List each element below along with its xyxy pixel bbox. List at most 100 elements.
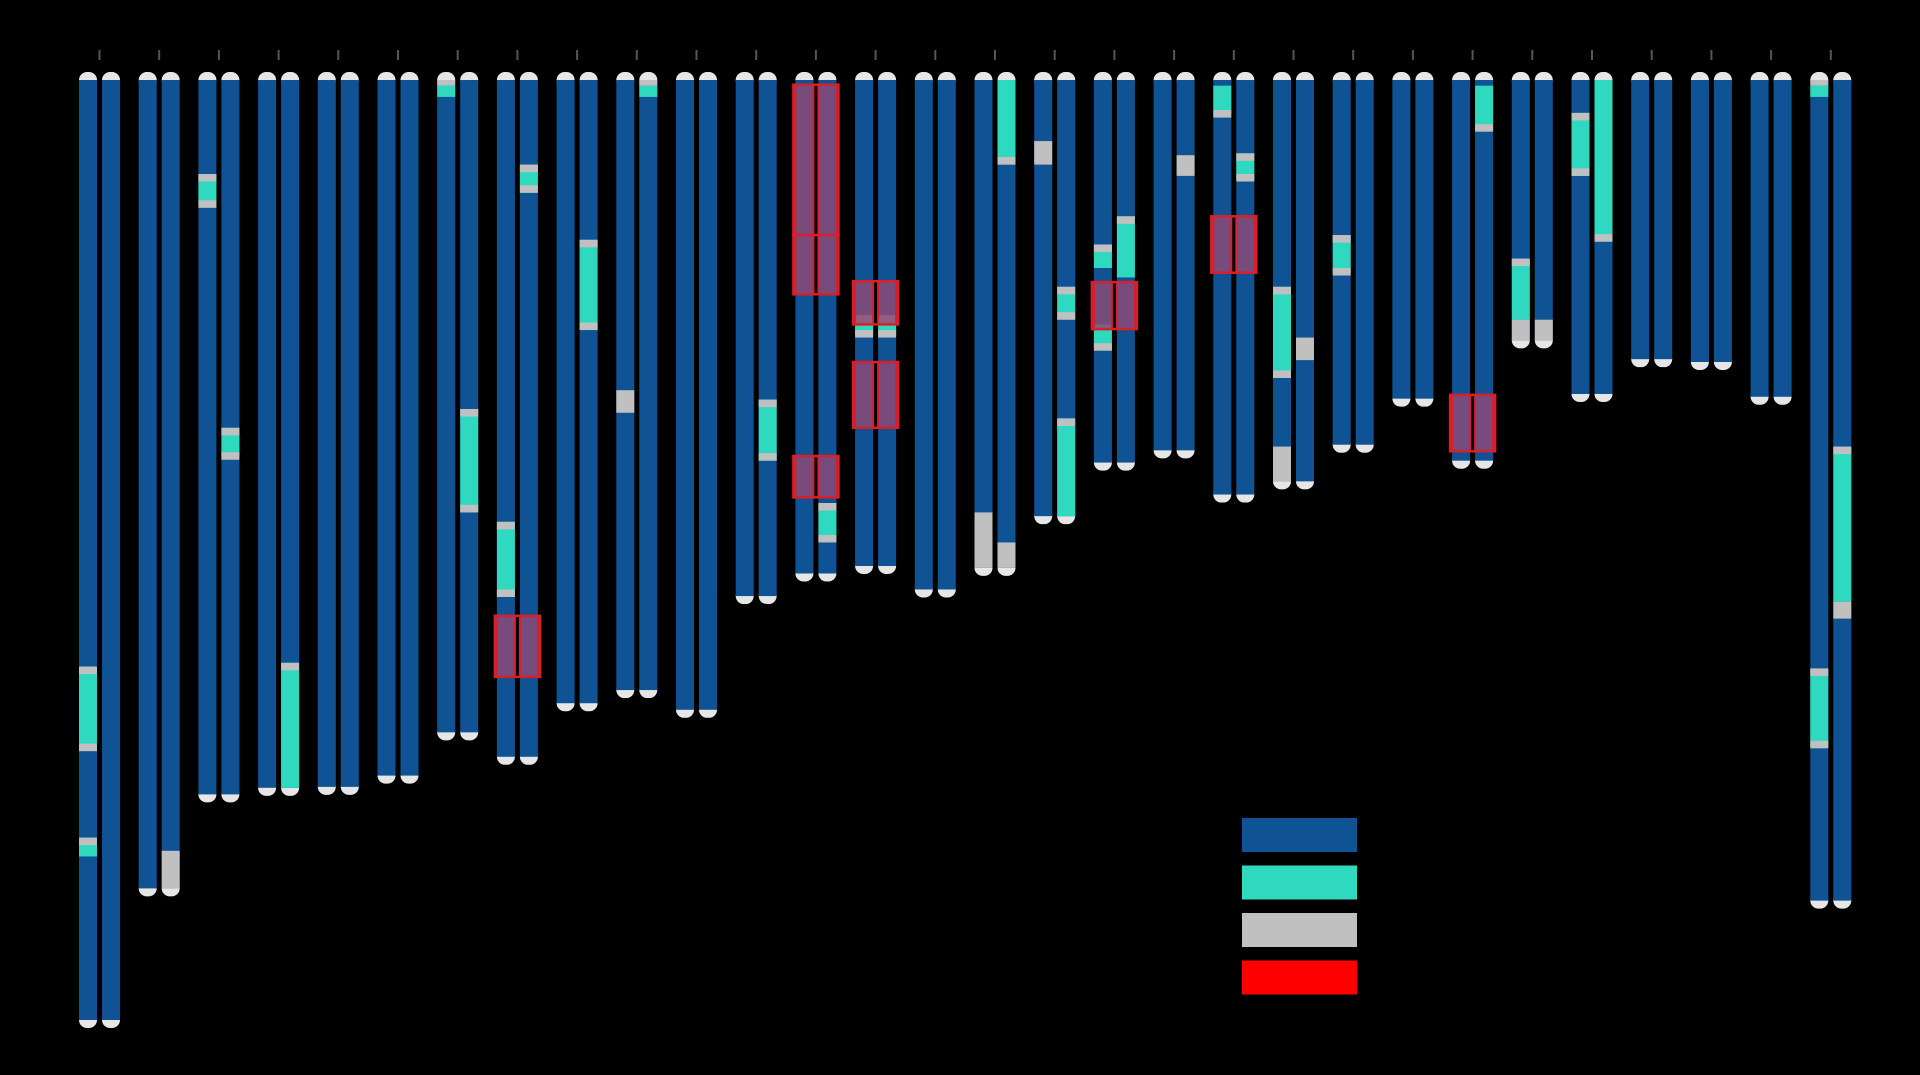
strand-body (1093, 80, 1112, 463)
chromosome-strand (1631, 72, 1650, 368)
gray-segment (1093, 343, 1112, 351)
chromosome-pair-22 (1332, 50, 1374, 453)
gray-segment (1594, 234, 1613, 242)
gray-segment (1571, 168, 1590, 176)
highlight-box (1092, 281, 1113, 331)
chromosome-strand (616, 72, 635, 699)
chromosome-pair-17 (1034, 50, 1076, 525)
chromosome-pair-19 (1153, 50, 1195, 459)
chromosome-pair-25 (1511, 50, 1553, 349)
gray-segment (161, 850, 180, 889)
gray-segment (198, 200, 217, 208)
strand-body (1690, 80, 1709, 362)
chromosome-strand (138, 72, 157, 897)
teal-segment (579, 239, 598, 330)
legend-swatch (1242, 960, 1357, 995)
highlight-outline (1448, 393, 1497, 453)
gray-segment (496, 521, 515, 530)
gray-segment (496, 589, 515, 597)
strand-body (735, 80, 754, 597)
chromosome-pair-2 (138, 50, 180, 897)
chromosome-strand (1534, 72, 1553, 349)
gray-segment (1810, 668, 1829, 676)
gray-segment (758, 453, 777, 461)
gray-segment (855, 330, 874, 338)
chromosome-strand (519, 72, 538, 765)
chromosome-pair-21 (1273, 50, 1314, 490)
highlight-box (1235, 215, 1256, 274)
chromosome-strand (400, 72, 419, 784)
teal-segment (818, 503, 837, 541)
teal-segment (1057, 418, 1076, 517)
highlight-box (854, 280, 875, 326)
chromosome-strand (1392, 72, 1411, 407)
chromosome-pair-10 (616, 50, 658, 699)
chromosome-strand (1034, 72, 1053, 525)
chromosome-strand (1176, 72, 1195, 459)
chromosome-strand (258, 72, 277, 796)
chromosome-strand (198, 72, 217, 803)
highlight-region (493, 614, 542, 679)
strand-body (699, 80, 717, 710)
gray-segment (639, 80, 658, 86)
highlight-box (817, 83, 838, 237)
chromosome-strand (281, 72, 300, 796)
gray-segment (519, 185, 538, 193)
strand-body (340, 80, 359, 787)
teal-segment (1332, 235, 1351, 273)
highlight-region (851, 360, 900, 430)
gray-segment (1273, 446, 1291, 482)
highlight-box (817, 455, 838, 499)
chromosome-pair-8 (493, 50, 542, 765)
strand-body (758, 80, 777, 597)
chromosome-strand (1213, 72, 1232, 503)
highlight-outline (493, 614, 542, 679)
teal-segment (281, 662, 300, 788)
chromosome-strand (161, 72, 180, 897)
teal-segment (1594, 80, 1613, 242)
strand-body (1392, 80, 1411, 399)
chromosome-strand (1273, 72, 1291, 490)
teal-segment (1833, 446, 1852, 602)
chromosome-strand (735, 72, 754, 605)
highlight-outline (792, 233, 840, 296)
chromosome-strand (974, 72, 993, 576)
chromosome-pair-16 (974, 50, 1016, 576)
gray-segment (1057, 286, 1076, 295)
highlight-outline (792, 454, 840, 499)
gray-segment (579, 322, 598, 331)
strand-body (79, 80, 97, 1020)
gray-segment (1332, 235, 1351, 243)
chromosome-strand (914, 72, 933, 598)
teal-segment (1571, 112, 1590, 176)
strand-body (1355, 80, 1374, 445)
highlight-outline (1210, 215, 1258, 274)
gray-segment (221, 427, 240, 436)
chromosome-pair-14 (851, 50, 900, 574)
strand-body (1273, 80, 1291, 482)
chromosome-pair-26 (1571, 50, 1613, 402)
strand-body (281, 80, 300, 788)
gray-segment (79, 837, 97, 846)
gray-segment (79, 666, 97, 675)
chromosome-pair-27 (1631, 50, 1673, 368)
chromosome-pair-4 (258, 50, 300, 796)
chromosome-strand (377, 72, 396, 784)
gray-segment (221, 452, 240, 460)
gray-segment (818, 534, 837, 543)
chromosome-strand (1153, 72, 1172, 459)
chromosome-pair-20 (1210, 50, 1258, 503)
strand-body (1534, 80, 1553, 341)
highlight-box (794, 455, 815, 499)
chromosome-strand (1511, 72, 1530, 349)
chromosome-strand (1713, 72, 1732, 370)
strand-body (1713, 80, 1732, 362)
gray-segment (460, 409, 479, 417)
gray-segment (1176, 155, 1195, 176)
gray-segment (1571, 112, 1590, 121)
chromosome-strand (79, 72, 97, 1028)
gray-segment (1034, 141, 1053, 165)
gray-segment (281, 662, 300, 671)
strand-body (1176, 80, 1195, 451)
chromosome-strand (1571, 72, 1590, 402)
